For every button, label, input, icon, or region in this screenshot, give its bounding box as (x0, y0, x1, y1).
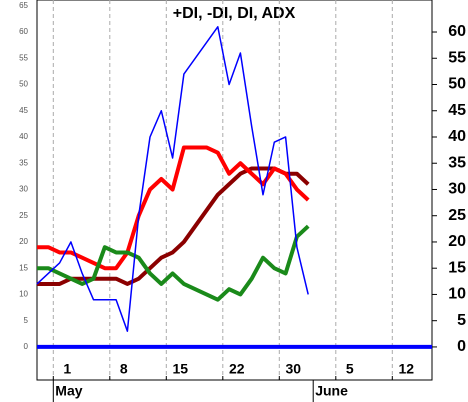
y2-tick-label: 5 (457, 312, 466, 329)
y-tick-label: 20 (19, 237, 28, 246)
series-line (36, 26, 309, 332)
y2-tick-label: 40 (448, 128, 466, 145)
y-tick-label: 15 (19, 263, 28, 272)
y-tick-label: 0 (24, 342, 29, 351)
y2-tick-label: 55 (448, 49, 466, 66)
x-tick-label: 1 (63, 361, 71, 377)
y2-tick-label: 0 (457, 338, 466, 355)
y2-tick-label: 30 (448, 181, 466, 198)
y2-tick-label: 25 (448, 207, 466, 224)
y2-tick-label: 35 (448, 154, 466, 171)
y2-tick-label: 50 (448, 76, 466, 93)
x-tick-label: 22 (229, 361, 245, 377)
y2-tick-label: 60 (448, 23, 466, 40)
x-tick-label: 15 (173, 361, 189, 377)
y-tick-label: 65 (19, 1, 28, 10)
y-tick-label: 5 (24, 316, 29, 325)
y-tick-label: 40 (19, 132, 28, 141)
plot-frame (36, 0, 433, 381)
y-tick-label: 35 (19, 158, 28, 167)
series-line (37, 145, 310, 271)
x-tick-label: 8 (120, 361, 128, 377)
y-tick-label: 30 (19, 185, 28, 194)
y-tick-label: 50 (19, 80, 28, 89)
x-tick-label: 12 (399, 361, 415, 377)
y2-tick-label: 20 (448, 233, 466, 250)
x-tick-label: 30 (286, 361, 302, 377)
y2-tick-label: 10 (448, 286, 466, 303)
month-label: May (55, 383, 82, 399)
month-label: June (315, 383, 348, 399)
y2-tick-label: 45 (448, 102, 466, 119)
y-tick-label: 25 (19, 211, 28, 220)
series-line (37, 166, 310, 286)
y-tick-label: 55 (19, 53, 28, 62)
series-line (37, 224, 310, 302)
chart-title: +DI, -DI, DI, ADX (173, 5, 296, 22)
y-tick-label: 45 (19, 106, 28, 115)
y-tick-label: 10 (19, 290, 28, 299)
x-tick-label: 5 (346, 361, 354, 377)
y-tick-label: 60 (19, 27, 28, 36)
y2-tick-label: 15 (448, 259, 466, 276)
